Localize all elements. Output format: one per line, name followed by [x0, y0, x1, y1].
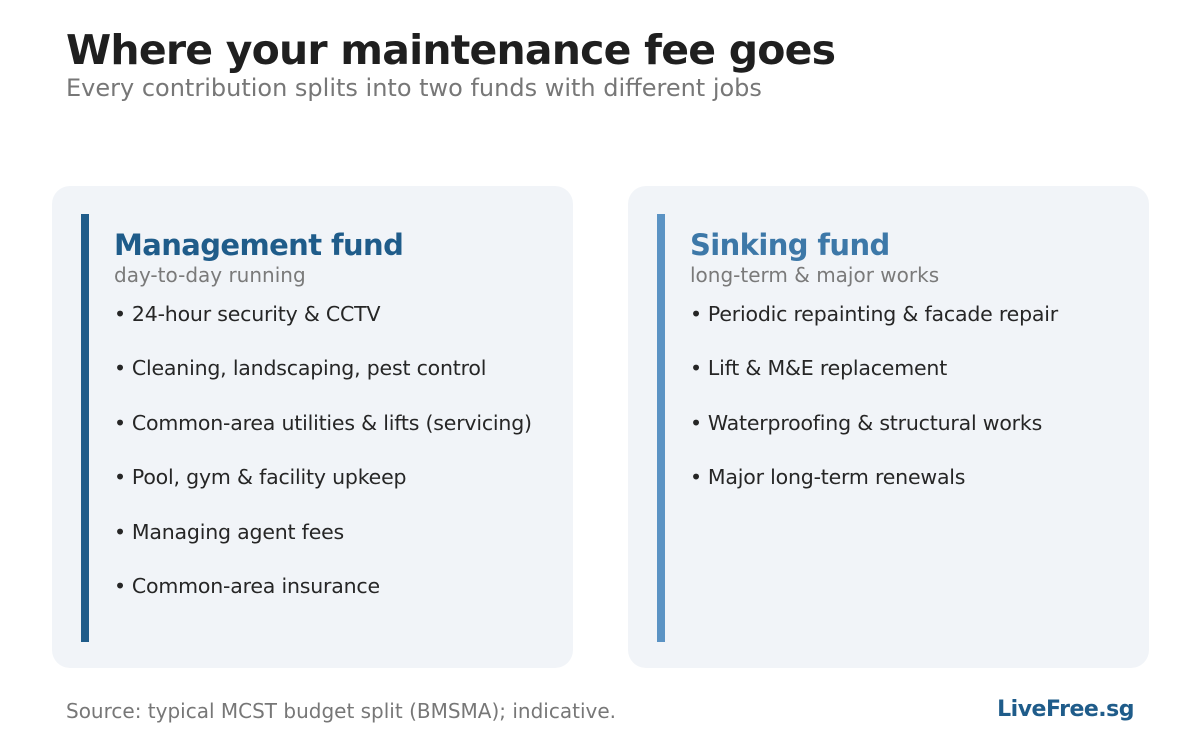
- sinking-fund-item-label: Lift & M&E replacement: [707, 356, 948, 381]
- management-fund-subtitle: day-to-day running: [114, 263, 306, 287]
- management-fund-item-label: Common-area utilities & lifts (servicing…: [131, 410, 532, 435]
- sinking-fund-card: Sinking fund long-term & major works • Pe…: [628, 186, 1149, 668]
- source-note: Source: typical MCST budget split (BMSMA…: [66, 699, 617, 723]
- sinking-fund-item-label: Waterproofing & structural works: [707, 410, 1043, 435]
- management-fund-item-label: 24-hour security & CCTV: [131, 302, 381, 326]
- management-fund-item-label: Cleaning, landscaping, pest control: [131, 356, 487, 381]
- management-fund-item: • Cleaning, landscaping, pest control: [114, 356, 487, 381]
- management-fund-list: • 24-hour security & CCTV • Cleaning, land…: [114, 302, 532, 628]
- management-fund-item-label: Managing agent fees: [131, 519, 344, 544]
- management-fund-item: • Common-area utilities & lifts (servicin…: [114, 410, 532, 435]
- management-fund-item: • Common-area insurance: [114, 573, 380, 598]
- sinking-fund-item-label: Major long-term renewals: [707, 465, 966, 490]
- brand-logo: LiveFree.sg: [997, 697, 1134, 722]
- management-fund-item-label: Pool, gym & facility upkeep: [131, 465, 407, 490]
- management-fund-item: • Pool, gym & facility upkeep: [114, 465, 407, 490]
- sinking-fund-item: • Lift & M&E replacement: [690, 356, 948, 381]
- management-fund-item: • Managing agent fees: [114, 519, 344, 544]
- sinking-fund-accent-bar: [657, 214, 665, 642]
- management-fund-accent-bar: [81, 214, 89, 642]
- sinking-fund-item: • Periodic repainting & facade repair: [690, 302, 1058, 326]
- management-fund-item: • 24-hour security & CCTV: [114, 302, 381, 326]
- sinking-fund-item: • Waterproofing & structural works: [690, 410, 1043, 435]
- management-fund-card: Management fund day-to-day running • 24-h…: [52, 186, 573, 668]
- management-fund-title: Management fund: [114, 228, 404, 262]
- sinking-fund-title: Sinking fund: [690, 228, 890, 262]
- management-fund-item-label: Common-area insurance: [131, 573, 380, 598]
- sinking-fund-item-label: Periodic repainting & facade repair: [707, 302, 1058, 326]
- page-title: Where your maintenance fee goes: [66, 26, 836, 74]
- sinking-fund-subtitle: long-term & major works: [690, 263, 940, 287]
- sinking-fund-item: • Major long-term renewals: [690, 465, 966, 490]
- page-subtitle: Every contribution splits into two funds…: [66, 74, 762, 102]
- sinking-fund-list: • Periodic repainting & facade repair • Li…: [690, 302, 1058, 520]
